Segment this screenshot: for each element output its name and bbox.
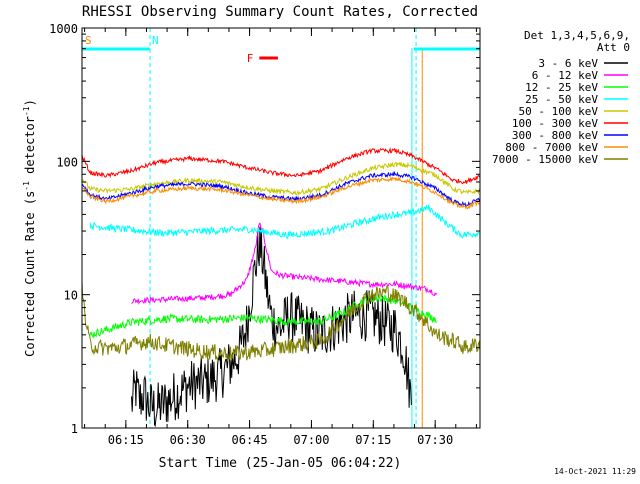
legend-header-detectors: Det 1,3,4,5,6,9, [524, 29, 630, 42]
series-line-1 [131, 222, 438, 305]
flag-label-n: N [152, 34, 159, 47]
chart-title: RHESSI Observing Summary Count Rates, Co… [82, 4, 478, 20]
y-axis-label: Corrected Count Rate (s-1 detector-1) [22, 99, 37, 357]
legend-label-3: 25 - 50 keV [525, 93, 598, 106]
legend-label-0: 3 - 6 keV [538, 57, 598, 70]
legend-label-5: 100 - 300 keV [512, 117, 598, 130]
x-tick-label-5: 07:30 [417, 433, 453, 447]
legend-label-6: 300 - 800 keV [512, 129, 598, 142]
series-line-2 [89, 293, 437, 339]
series-line-8 [81, 281, 481, 362]
axes: 1 10 100 1000 06:15 06:30 06:45 07:00 07:15 07:30 [49, 22, 481, 447]
y-tick-label-3: 1000 [49, 22, 78, 36]
series-line-0 [131, 226, 412, 428]
flag-label-f: F [247, 52, 254, 65]
legend-label-8: 7000 - 15000 keV [492, 153, 598, 166]
x-tick-label-0: 06:15 [108, 433, 144, 447]
y-tick-label-0: 1 [71, 422, 78, 436]
x-tick-label-2: 06:45 [232, 433, 268, 447]
x-tick-label-3: 07:00 [293, 433, 329, 447]
x-tick-label-1: 06:30 [170, 433, 206, 447]
plot-frame [81, 27, 481, 429]
series-line-3 [89, 204, 480, 240]
series-line-7 [81, 175, 481, 210]
legend-label-7: 800 - 7000 keV [505, 141, 598, 154]
x-axis-label: Start Time (25-Jan-05 06:04:22) [159, 456, 402, 471]
series-line-4 [81, 161, 481, 197]
legend-label-2: 12 - 25 keV [525, 81, 598, 94]
generated-timestamp: 14-Oct-2021 11:29 [554, 467, 636, 476]
legend-label-1: 6 - 12 keV [532, 69, 599, 82]
y-tick-label-1: 10 [64, 289, 78, 303]
flag-label-s: S [85, 34, 92, 47]
legend-header-attenuator: Att 0 [597, 41, 630, 54]
x-tick-label-4: 07:15 [355, 433, 391, 447]
y-tick-label-2: 100 [56, 155, 78, 169]
legend-label-4: 50 - 100 keV [519, 105, 599, 118]
series-line-5 [81, 147, 481, 185]
series-line-6 [81, 170, 481, 208]
